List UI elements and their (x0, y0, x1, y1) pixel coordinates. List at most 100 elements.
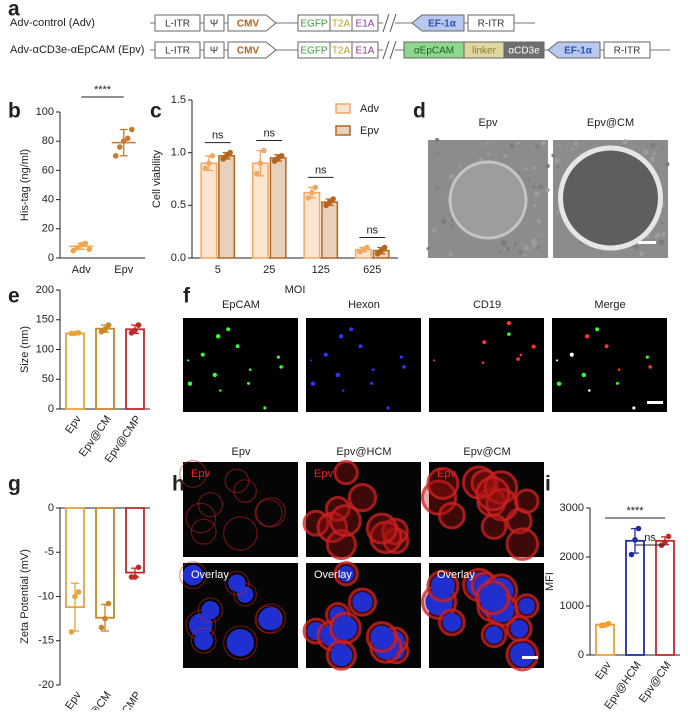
spot (338, 334, 344, 339)
fluorescence-image (183, 462, 298, 557)
image-title: Epv (232, 446, 251, 458)
texture (664, 161, 670, 167)
panel-letter: f (183, 285, 191, 308)
texture (571, 147, 575, 151)
data-point (132, 574, 138, 580)
spot (556, 381, 562, 386)
cell (470, 469, 499, 498)
y-tick-label: 0 (578, 649, 584, 661)
construct-label: E1A (356, 19, 375, 30)
fluorescence-image (306, 318, 421, 412)
texture (639, 251, 645, 256)
x-tick-label: Epv (63, 413, 84, 436)
texture (509, 143, 515, 149)
x-tick-label: Epv (114, 264, 133, 276)
data-point (86, 246, 93, 253)
texture (516, 141, 520, 145)
nucleus (258, 609, 279, 630)
construct-element (203, 41, 225, 59)
cell-body (328, 531, 355, 558)
data-point (254, 170, 260, 177)
spot (481, 361, 485, 364)
data-point (662, 539, 668, 546)
nucleus (518, 597, 535, 615)
particle (448, 160, 528, 240)
spot (187, 381, 193, 386)
cell-body (440, 504, 464, 527)
data-point (135, 322, 142, 328)
construct-element (227, 14, 277, 32)
data-point (102, 326, 108, 333)
cell (224, 570, 250, 596)
texture (661, 145, 664, 148)
cell-body (350, 485, 375, 510)
cell (333, 459, 359, 486)
x-tick-label: 25 (263, 264, 275, 276)
data-point (74, 244, 81, 251)
bar (125, 328, 145, 410)
texture (524, 166, 528, 171)
texture (535, 144, 539, 149)
legend-label: Adv (360, 103, 379, 115)
cell (381, 517, 409, 546)
nucleus (370, 625, 394, 649)
significance-label: ns (315, 164, 327, 176)
construct-label: T2A (332, 46, 351, 57)
y-tick-label: -5 (44, 546, 54, 558)
spot (219, 389, 222, 392)
cell (255, 497, 286, 528)
texture (448, 173, 455, 180)
bar (125, 507, 145, 574)
data-point (202, 165, 209, 172)
data-point (102, 615, 108, 622)
panel-letter: d (413, 100, 426, 123)
data-point (632, 537, 638, 543)
nucleus (338, 565, 355, 582)
cell-body (428, 469, 457, 498)
y-axis-label: Zeta Potential (mV) (19, 549, 31, 644)
bar (625, 539, 645, 656)
data-point (209, 153, 216, 159)
nucleus (226, 629, 254, 657)
texture (514, 242, 517, 245)
legend-label: Epv (360, 125, 379, 137)
panel-letter: b (8, 100, 21, 123)
construct-name: Adv-αCD3e-αEpCAM (Epv) (10, 44, 144, 56)
cell-body (477, 478, 508, 509)
spot (371, 368, 375, 371)
legend-swatch (335, 125, 351, 136)
cell (185, 502, 217, 534)
y-tick-label: -20 (38, 679, 54, 691)
construct-element (503, 41, 545, 59)
bar (321, 201, 339, 259)
panel-letter: c (150, 100, 162, 123)
texture (426, 247, 430, 251)
texture (518, 249, 523, 254)
y-tick-label: 150 (36, 314, 54, 326)
data-point (381, 244, 388, 251)
image-title: Epv@CM (463, 446, 510, 458)
data-point (312, 184, 319, 191)
significance-label: ns (644, 532, 656, 544)
spot (276, 355, 280, 359)
cell (480, 621, 508, 649)
texture (660, 221, 664, 224)
construct-element (547, 41, 601, 59)
texture (527, 177, 530, 181)
texture (436, 151, 439, 154)
data-point (227, 149, 233, 156)
cell (325, 496, 351, 522)
y-axis-label: Size (nm) (19, 326, 31, 373)
data-point (364, 244, 370, 251)
nucleus (333, 616, 358, 640)
row-label: Overlay (191, 569, 229, 581)
texture (503, 247, 506, 250)
cell (483, 470, 519, 505)
cell (179, 460, 207, 488)
panel-letter: e (8, 285, 20, 308)
texture (503, 153, 508, 158)
nucleus (479, 584, 506, 611)
y-tick-label: 0.0 (171, 252, 186, 264)
texture (554, 157, 560, 163)
